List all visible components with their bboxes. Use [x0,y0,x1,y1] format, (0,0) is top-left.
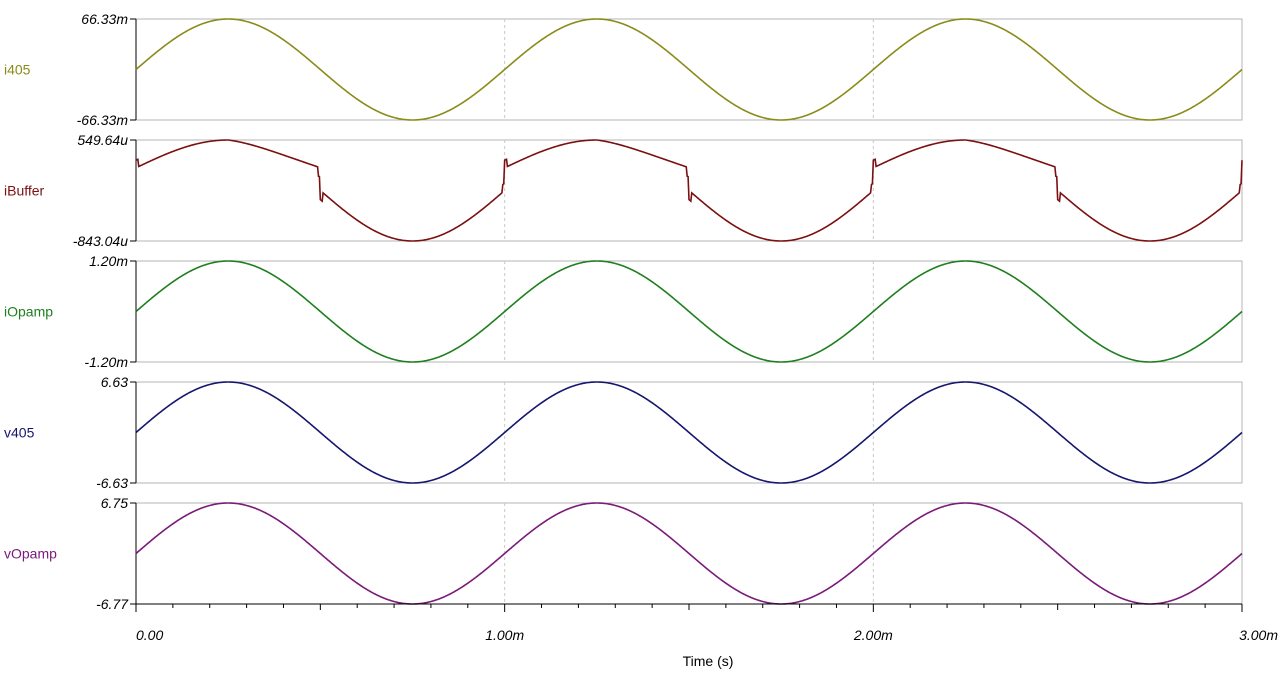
x-tick-label: 2.00m [853,627,893,643]
y-min-label: -843.04u [73,233,128,249]
series-label: v405 [4,425,35,441]
y-min-label: -66.33m [77,112,129,128]
y-min-label: -1.20m [84,354,128,370]
panel-iOpamp: 1.20m -1.20m iOpamp [4,253,1243,370]
panel-i405: 66.33m -66.33m i405 [4,11,1243,128]
series-label: vOpamp [4,546,57,562]
y-min-label: -6.63 [96,475,128,491]
panel-vOpamp: 6.75 -6.77 vOpamp [4,495,1243,612]
series-line-iOpamp [135,260,1243,363]
x-tick-label: 0.00 [136,627,163,643]
x-tick-label: 3.00m [1239,627,1278,643]
panel-iBuffer: 549.64u -843.04u iBuffer [4,132,1243,249]
y-max-label: 6.63 [101,374,128,390]
y-max-label: 6.75 [101,495,128,511]
series-label: i405 [4,62,31,78]
y-max-label: 549.64u [77,132,128,148]
series-label: iOpamp [4,304,53,320]
series-line-i405 [135,18,1243,121]
y-max-label: 1.20m [89,253,128,269]
x-axis-title: Time (s) [683,653,734,669]
series-line-v405 [135,381,1243,484]
series-line-vOpamp [135,502,1243,605]
x-tick-label: 1.00m [485,627,524,643]
time-axis: 0.00 1.00m 2.00m 3.00m [135,603,1278,643]
y-min-label: -6.77 [96,596,129,612]
series-line-iBuffer [135,139,1243,242]
panel-v405: 6.63 -6.63 v405 [4,374,1243,491]
y-max-label: 66.33m [81,11,128,27]
series-label: iBuffer [4,183,45,199]
